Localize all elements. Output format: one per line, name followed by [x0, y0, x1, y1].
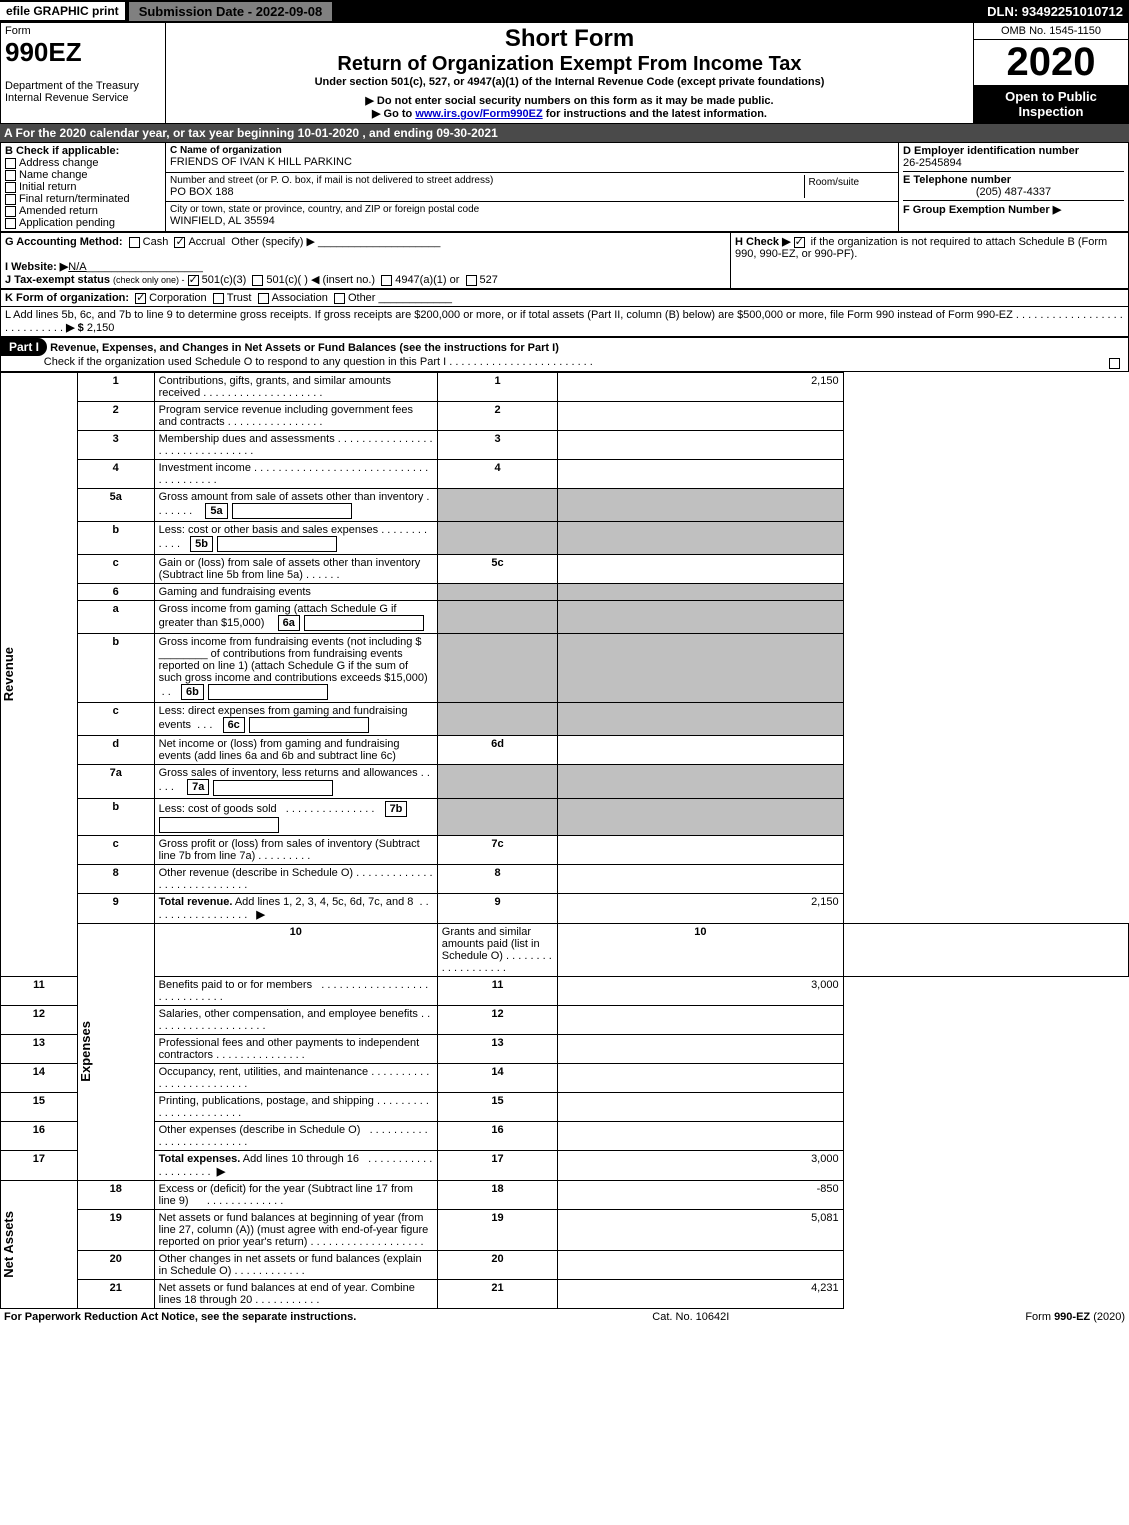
expenses-label: Expenses	[78, 1021, 93, 1082]
footer-catalog: Cat. No. 10642I	[652, 1311, 729, 1323]
line-19-amount: 5,081	[558, 1209, 843, 1250]
part-i-lines: Revenue 1 Contributions, gifts, grants, …	[0, 372, 1129, 1309]
line-9-amount: 2,150	[558, 893, 843, 923]
subtitle: Under section 501(c), 527, or 4947(a)(1)…	[170, 76, 969, 88]
checkbox-trust[interactable]	[213, 293, 224, 304]
box-e-label: E Telephone number	[903, 174, 1011, 186]
box-c-name-label: C Name of organization	[170, 145, 894, 156]
accounting-block: G Accounting Method: Cash Accrual Other …	[0, 232, 1129, 289]
org-name: FRIENDS OF IVAN K HILL PARKINC	[170, 156, 894, 168]
box-b-label: B Check if applicable:	[5, 145, 161, 157]
submission-date: Submission Date - 2022-09-08	[129, 2, 333, 21]
checkbox-corp[interactable]	[135, 293, 146, 304]
line-5a-input[interactable]	[232, 503, 352, 519]
dln-number: DLN: 93492251010712	[987, 4, 1129, 19]
tax-year: 2020	[974, 40, 1128, 85]
checkbox-501c[interactable]	[252, 275, 263, 286]
checkbox-final-return[interactable]: Final return/terminated	[5, 193, 161, 205]
checkbox-527[interactable]	[466, 275, 477, 286]
line-6a-input[interactable]	[304, 615, 424, 631]
line-21-amount: 4,231	[558, 1279, 843, 1308]
checkbox-assoc[interactable]	[258, 293, 269, 304]
short-form-title: Short Form	[170, 25, 969, 53]
irs-link[interactable]: www.irs.gov/Form990EZ	[415, 108, 542, 120]
box-i-label: I Website: ▶	[5, 261, 68, 273]
ein-value: 26-2545894	[903, 157, 1124, 169]
box-l-text: L Add lines 5b, 6c, and 7b to line 9 to …	[5, 309, 1013, 321]
checkbox-name-change[interactable]: Name change	[5, 169, 161, 181]
inspection-label: Open to Public Inspection	[974, 85, 1128, 123]
irs-label: Internal Revenue Service	[5, 92, 161, 104]
checkbox-cash[interactable]	[129, 237, 140, 248]
form-number: 990EZ	[5, 37, 161, 68]
street-value: PO BOX 188	[170, 186, 804, 198]
part-i-check: Check if the organization used Schedule …	[44, 356, 446, 368]
part-i-heading: Revenue, Expenses, and Changes in Net As…	[50, 342, 559, 354]
header-table: Form 990EZ Department of the Treasury In…	[0, 22, 1129, 124]
line-18-amount: -850	[558, 1180, 843, 1209]
line-5b-input[interactable]	[217, 536, 337, 552]
checkbox-pending[interactable]: Application pending	[5, 217, 161, 229]
box-d-label: D Employer identification number	[903, 145, 1124, 157]
checkbox-501c3[interactable]	[188, 275, 199, 286]
section-a-period: A For the 2020 calendar year, or tax yea…	[0, 124, 1129, 142]
line-1-amount: 2,150	[558, 373, 843, 402]
line-7a-input[interactable]	[213, 780, 333, 796]
box-g-label: G Accounting Method:	[5, 236, 123, 248]
footer-form: Form 990-EZ (2020)	[1025, 1311, 1125, 1323]
gross-receipts: 2,150	[87, 322, 115, 334]
checkbox-4947[interactable]	[381, 275, 392, 286]
city-value: WINFIELD, AL 35594	[170, 215, 894, 227]
part-i-label: Part I	[1, 338, 47, 356]
dept-treasury: Department of the Treasury	[5, 80, 161, 92]
phone-value: (205) 487-4337	[903, 186, 1124, 198]
org-info-table: B Check if applicable: Address change Na…	[0, 142, 1129, 232]
part-i-header: Part I Revenue, Expenses, and Changes in…	[0, 337, 1129, 372]
checkbox-accrual[interactable]	[174, 237, 185, 248]
omb-number: OMB No. 1545-1150	[974, 23, 1128, 40]
k-l-block: K Form of organization: Corporation Trus…	[0, 289, 1129, 337]
form-label: Form	[5, 25, 161, 37]
line-6b-input[interactable]	[208, 684, 328, 700]
page-footer: For Paperwork Reduction Act Notice, see …	[0, 1309, 1129, 1325]
city-label: City or town, state or province, country…	[170, 204, 894, 215]
box-h-text: if the organization is not required to a…	[735, 236, 1107, 260]
line-17-amount: 3,000	[558, 1150, 843, 1180]
main-title: Return of Organization Exempt From Incom…	[170, 53, 969, 76]
box-h-label: H Check ▶	[735, 236, 791, 248]
warning-1: ▶ Do not enter social security numbers o…	[170, 94, 969, 107]
checkbox-initial-return[interactable]: Initial return	[5, 181, 161, 193]
line-6c-input[interactable]	[249, 717, 369, 733]
line-7b-input[interactable]	[159, 817, 279, 833]
checkbox-other-org[interactable]	[334, 293, 345, 304]
room-label: Room/suite	[804, 175, 894, 198]
warning-2: ▶ Go to www.irs.gov/Form990EZ for instru…	[170, 107, 969, 120]
efile-label[interactable]: efile GRAPHIC print	[0, 2, 125, 20]
revenue-label: Revenue	[1, 647, 16, 701]
box-f-label: F Group Exemption Number ▶	[903, 204, 1061, 216]
box-j-label: J Tax-exempt status	[5, 274, 110, 286]
checkbox-address-change[interactable]: Address change	[5, 157, 161, 169]
checkbox-schedule-o[interactable]	[1109, 358, 1120, 369]
checkbox-schedule-b[interactable]	[794, 237, 805, 248]
line-11-amount: 3,000	[558, 976, 843, 1005]
street-label: Number and street (or P. O. box, if mail…	[170, 175, 804, 186]
website-value: N/A	[68, 261, 86, 273]
footer-left: For Paperwork Reduction Act Notice, see …	[4, 1311, 356, 1323]
top-bar: efile GRAPHIC print Submission Date - 20…	[0, 0, 1129, 22]
checkbox-amended[interactable]: Amended return	[5, 205, 161, 217]
net-assets-label: Net Assets	[1, 1211, 16, 1278]
box-k-label: K Form of organization:	[5, 292, 129, 304]
